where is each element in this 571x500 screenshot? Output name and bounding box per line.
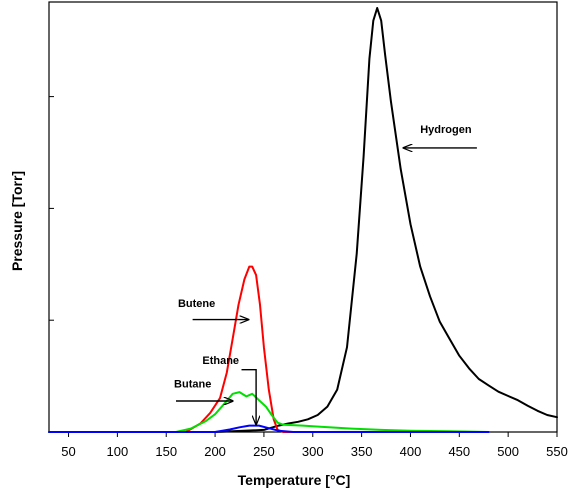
x-tick-label: 150 <box>155 444 177 459</box>
x-tick-label: 450 <box>448 444 470 459</box>
y-axis-title: Pressure [Torr] <box>9 171 25 271</box>
annotation-label-butene: Butene <box>178 298 215 310</box>
annotation-arrow-ethane <box>241 369 257 425</box>
x-tick-label: 400 <box>400 444 422 459</box>
series-line-hydrogen <box>48 7 558 433</box>
x-tick-label: 250 <box>253 444 275 459</box>
x-tick-label: 500 <box>497 444 519 459</box>
x-axis-ticks: 50 100 150 200 250 300 350 400 450 500 550 <box>61 432 568 459</box>
series-layer <box>48 7 558 433</box>
series-line-butane <box>48 391 490 433</box>
annotation-label-hydrogen: Hydrogen <box>420 124 472 136</box>
plot-frame <box>48 1 558 433</box>
annotation-label-butane: Butane <box>174 378 211 390</box>
y-axis-ticks <box>49 96 54 433</box>
x-tick-label: 350 <box>351 444 373 459</box>
series-line-ethane <box>48 424 490 433</box>
x-axis-title: Temperature [°C] <box>238 472 351 488</box>
annotation-layer: Hydrogen Butene Ethane Butane <box>174 124 477 424</box>
x-tick-label: 200 <box>204 444 226 459</box>
x-tick-label: 50 <box>61 444 75 459</box>
x-tick-label: 100 <box>107 444 129 459</box>
x-tick-label: 300 <box>302 444 324 459</box>
series-line-butene <box>48 265 490 433</box>
x-tick-label: 550 <box>546 444 568 459</box>
annotation-label-ethane: Ethane <box>202 355 239 367</box>
